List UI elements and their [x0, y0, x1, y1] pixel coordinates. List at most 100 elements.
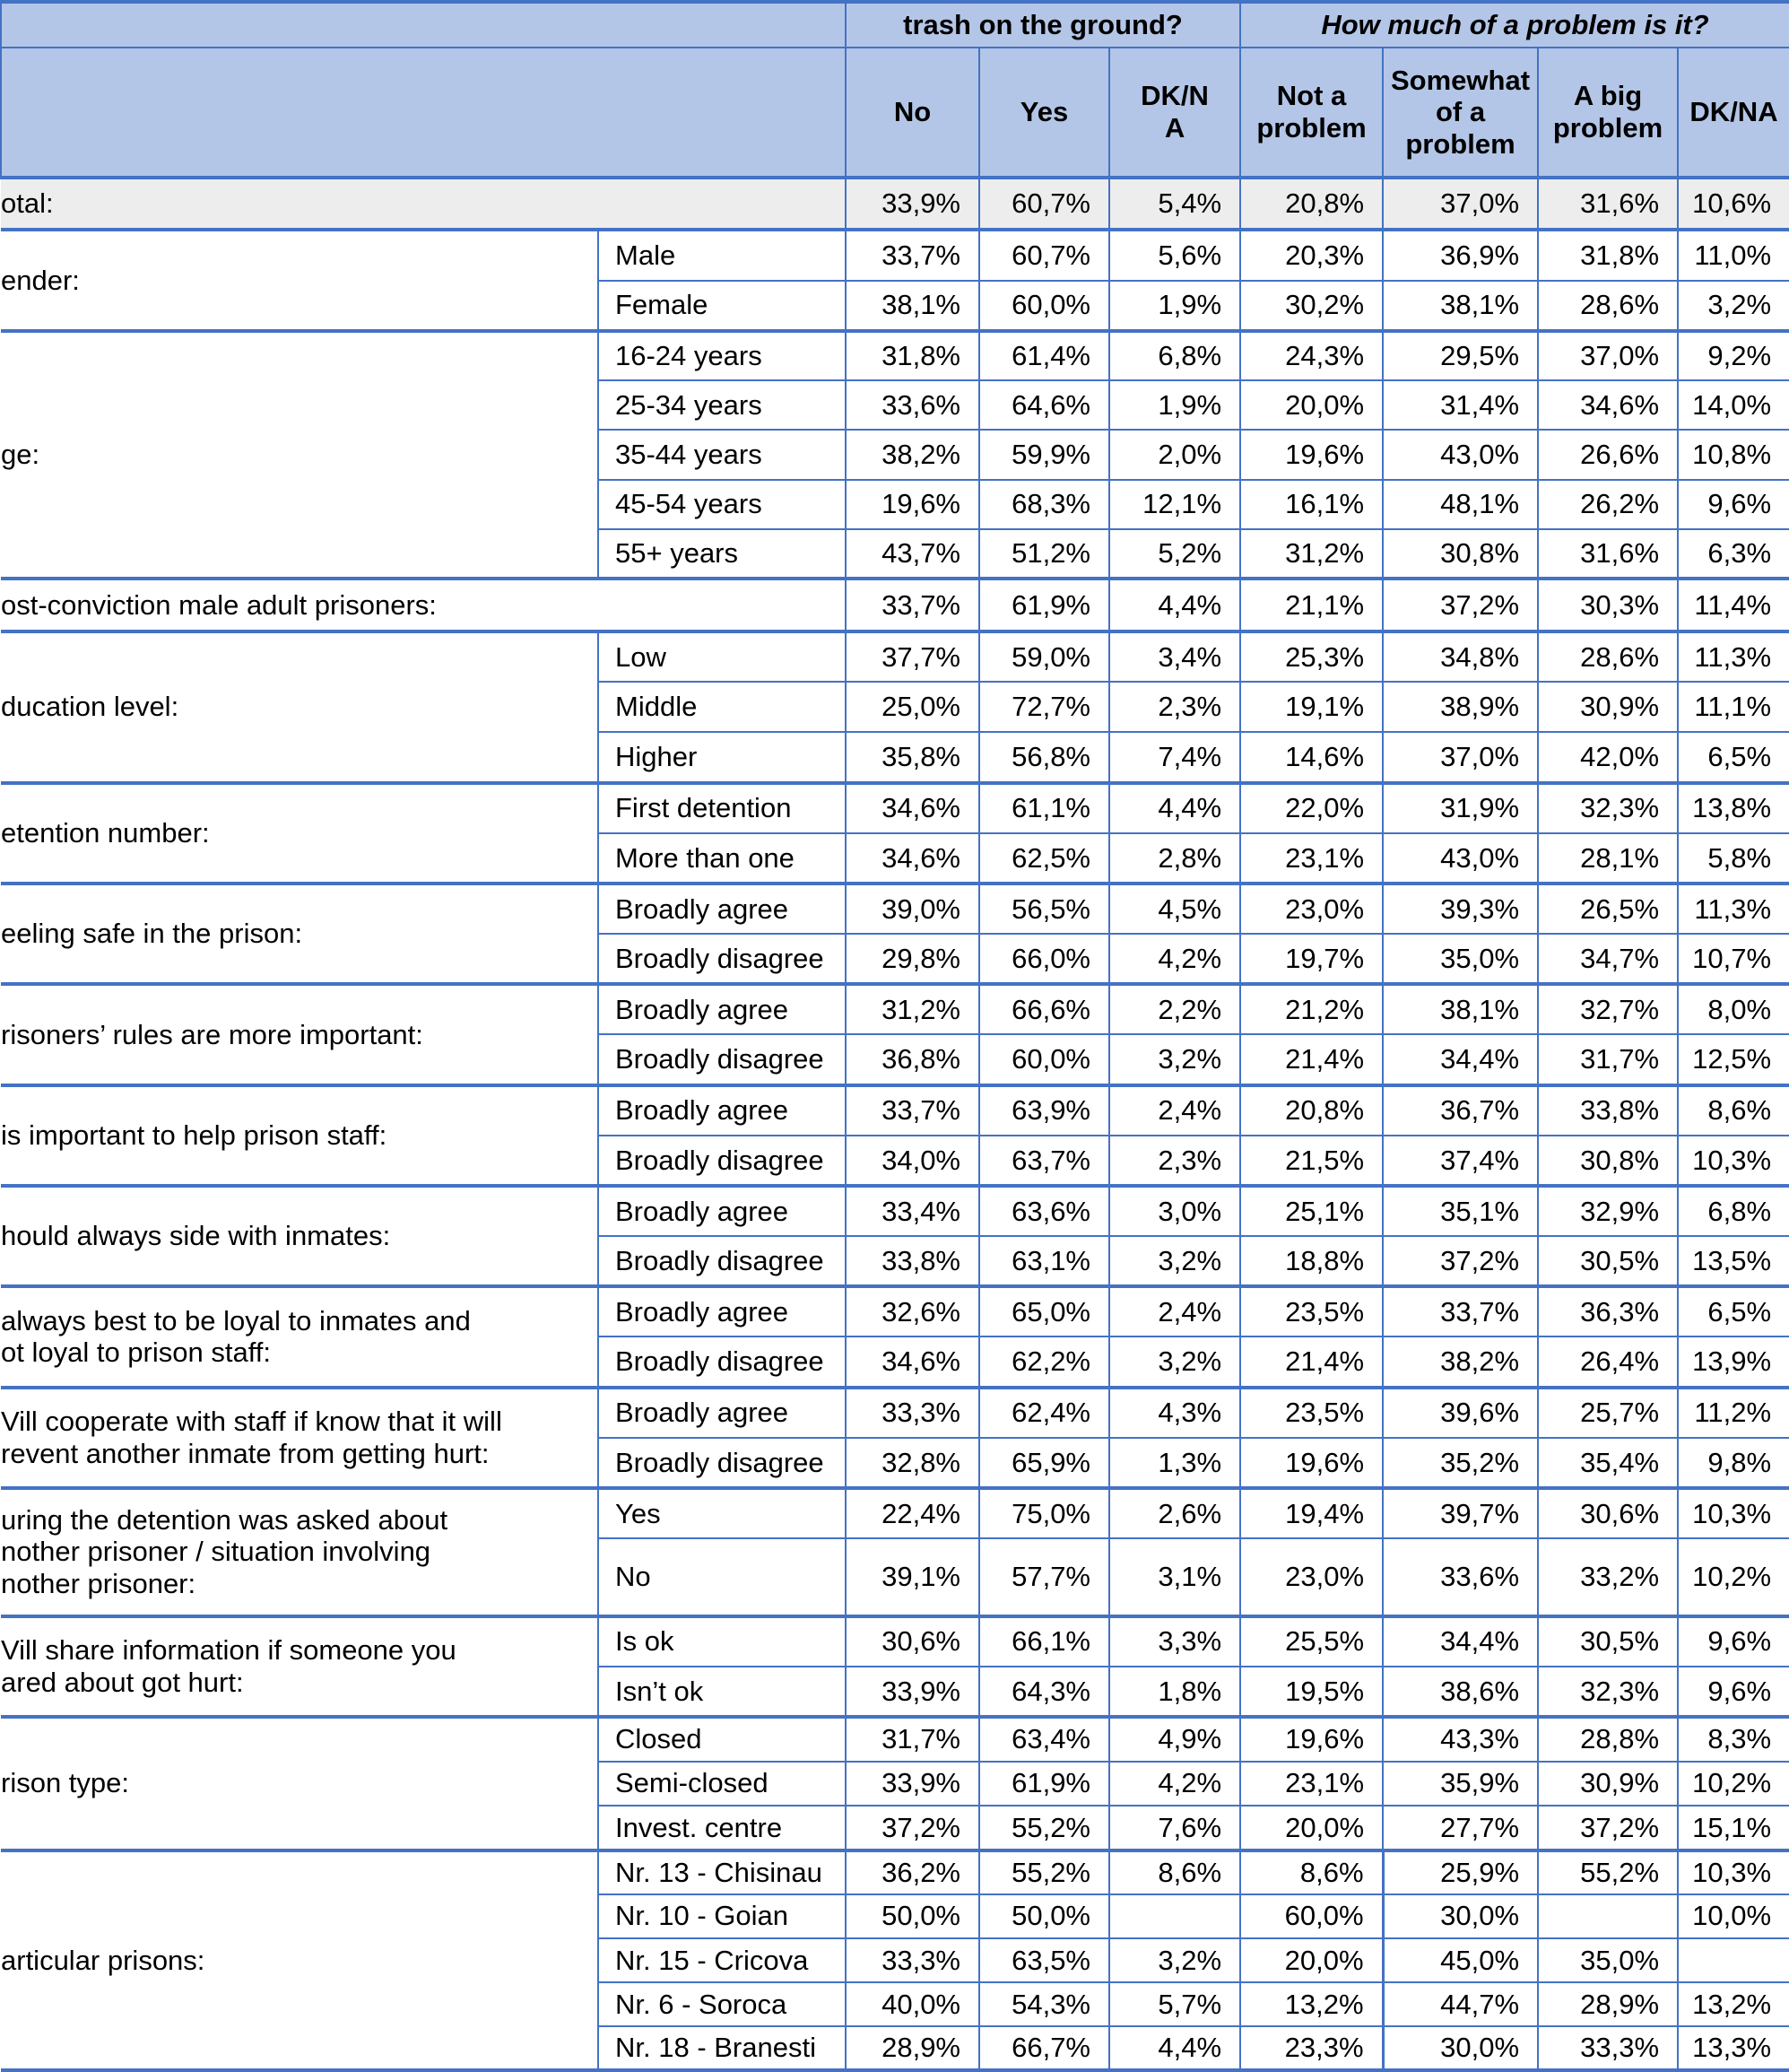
row-label: Broadly agree: [597, 1183, 847, 1238]
value-cell: 38,2%: [845, 429, 980, 481]
value-cell: 10,3%: [1677, 1134, 1789, 1188]
value-cell: 9,8%: [1677, 1436, 1789, 1490]
row-label: Female: [597, 279, 847, 333]
value-cell: 35,0%: [1537, 1937, 1680, 1983]
value-cell: 55,2%: [978, 1848, 1110, 1895]
row-label: Semi-closed: [597, 1760, 847, 1807]
value-cell: 23,5%: [1239, 1385, 1385, 1439]
row-label: Isn’t ok: [597, 1665, 847, 1719]
value-cell: 28,6%: [1537, 279, 1680, 333]
value-cell: 21,5%: [1239, 1134, 1385, 1188]
row-label: Broadly disagree: [597, 1235, 847, 1289]
value-cell: 33,7%: [845, 1083, 980, 1136]
value-cell: 14,6%: [1239, 731, 1385, 785]
value-cell: 11,4%: [1677, 577, 1789, 634]
value-cell: 28,8%: [1537, 1714, 1680, 1763]
row-label: Broadly disagree: [597, 933, 847, 987]
value-cell: 75,0%: [978, 1485, 1110, 1539]
value-cell: 21,4%: [1239, 1033, 1385, 1087]
value-cell: 9,6%: [1677, 478, 1789, 530]
value-cell: 2,0%: [1107, 429, 1242, 481]
group-label: always best to be loyal to inmates and o…: [1, 1284, 599, 1389]
value-cell: 60,0%: [1239, 1893, 1385, 1939]
row-label: Middle: [597, 681, 847, 734]
value-cell: 31,2%: [1239, 527, 1385, 581]
header-row: No Yes DK/NA Not a problem Somewhat of a pro…: [0, 47, 1789, 178]
table-row: risoners’ rules are more important: Broad…: [1, 982, 1789, 1087]
value-cell: 4,3%: [1107, 1385, 1242, 1439]
row-label: Broadly agree: [597, 982, 847, 1036]
group-label: Vill share information if someone you ar…: [1, 1614, 599, 1719]
value-cell: 62,5%: [978, 831, 1110, 885]
value-cell: 21,1%: [1239, 577, 1385, 634]
row-label: Broadly disagree: [597, 1336, 847, 1389]
table-row: Higher 35,8% 56,8% 7,4% 14,6% 37,0% 42,0% 6,5%: [1, 731, 1789, 785]
row-label: 45-54 years: [597, 478, 847, 530]
row-label: Higher: [597, 731, 847, 785]
value-cell: 27,7%: [1382, 1805, 1540, 1852]
value-cell: 33,9%: [845, 175, 980, 232]
value-cell: 13,2%: [1677, 1981, 1789, 2028]
value-cell: 22,0%: [1239, 780, 1385, 834]
value-cell: 2,3%: [1107, 681, 1242, 734]
value-cell: 10,3%: [1677, 1485, 1789, 1539]
value-cell: 10,2%: [1677, 1537, 1789, 1618]
value-cell: 19,6%: [845, 478, 980, 530]
value-cell: 33,8%: [845, 1235, 980, 1289]
row-label: 35-44 years: [597, 429, 847, 481]
table-row: rison type: Closed 31,7% 63,4% 4,9% 19,6% 43,3…: [1, 1714, 1789, 1852]
value-cell: 19,1%: [1239, 681, 1385, 734]
value-cell: 7,4%: [1107, 731, 1242, 785]
value-cell: 6,8%: [1107, 328, 1242, 382]
value-cell: 32,7%: [1537, 982, 1680, 1036]
value-cell: 39,0%: [845, 881, 980, 936]
value-cell: 8,6%: [1107, 1848, 1242, 1895]
value-cell: 62,4%: [978, 1385, 1110, 1439]
header-row: trash on the ground? How much of a proble…: [0, 0, 1789, 49]
value-cell: 20,0%: [1239, 379, 1385, 431]
value-cell: 26,2%: [1537, 478, 1680, 530]
value-cell: 4,4%: [1107, 577, 1242, 634]
value-cell: 32,3%: [1537, 1665, 1680, 1719]
table-row: always best to be loyal to inmates and o…: [1, 1284, 1789, 1389]
value-cell: 33,9%: [845, 1665, 980, 1719]
table-row: Vill share information if someone you ar…: [1, 1614, 1789, 1719]
value-cell: 38,2%: [1382, 1336, 1540, 1389]
value-cell: 66,1%: [978, 1614, 1110, 1667]
value-cell: 3,2%: [1107, 1937, 1242, 1983]
value-cell: 25,3%: [1239, 630, 1385, 683]
value-cell: 11,3%: [1677, 881, 1789, 936]
value-cell: 63,4%: [978, 1714, 1110, 1763]
value-cell: 37,2%: [1537, 1805, 1680, 1852]
value-cell: 26,5%: [1537, 881, 1680, 936]
value-cell: 63,5%: [978, 1937, 1110, 1983]
row-label: Broadly agree: [597, 1284, 847, 1338]
value-cell: 30,9%: [1537, 681, 1680, 734]
group-label: rison type:: [1, 1714, 599, 1852]
value-cell: 2,6%: [1107, 1485, 1242, 1539]
value-cell: 29,5%: [1382, 328, 1540, 382]
value-cell: 18,8%: [1239, 1235, 1385, 1289]
value-cell: 60,0%: [978, 1033, 1110, 1087]
value-cell: 28,9%: [845, 2025, 980, 2072]
value-cell: 19,5%: [1239, 1665, 1385, 1719]
value-cell: 3,3%: [1107, 1614, 1242, 1667]
group-label: ge:: [1, 328, 599, 581]
value-cell: 37,0%: [1537, 328, 1680, 382]
value-cell: 2,8%: [1107, 831, 1242, 885]
value-cell: 2,2%: [1107, 982, 1242, 1036]
value-cell: 59,0%: [978, 630, 1110, 683]
value-cell: 30,6%: [1537, 1485, 1680, 1539]
value-cell: 39,3%: [1382, 881, 1540, 936]
value-cell: 63,6%: [978, 1183, 1110, 1238]
value-cell: 10,8%: [1677, 429, 1789, 481]
table-row: eeling safe in the prison: Broadly agree 3…: [1, 881, 1789, 987]
table-row: ost-conviction male adult prisoners: 33,7…: [1, 577, 1789, 634]
value-cell: 38,1%: [1382, 982, 1540, 1036]
table-row: Broadly disagree 36,8% 60,0% 3,2% 21,4% 34,4%…: [1, 1033, 1789, 1087]
value-cell: 33,3%: [845, 1937, 980, 1983]
value-cell: 34,6%: [1537, 379, 1680, 431]
column-header: DK/NA: [1107, 47, 1242, 178]
value-cell: 30,5%: [1537, 1614, 1680, 1667]
